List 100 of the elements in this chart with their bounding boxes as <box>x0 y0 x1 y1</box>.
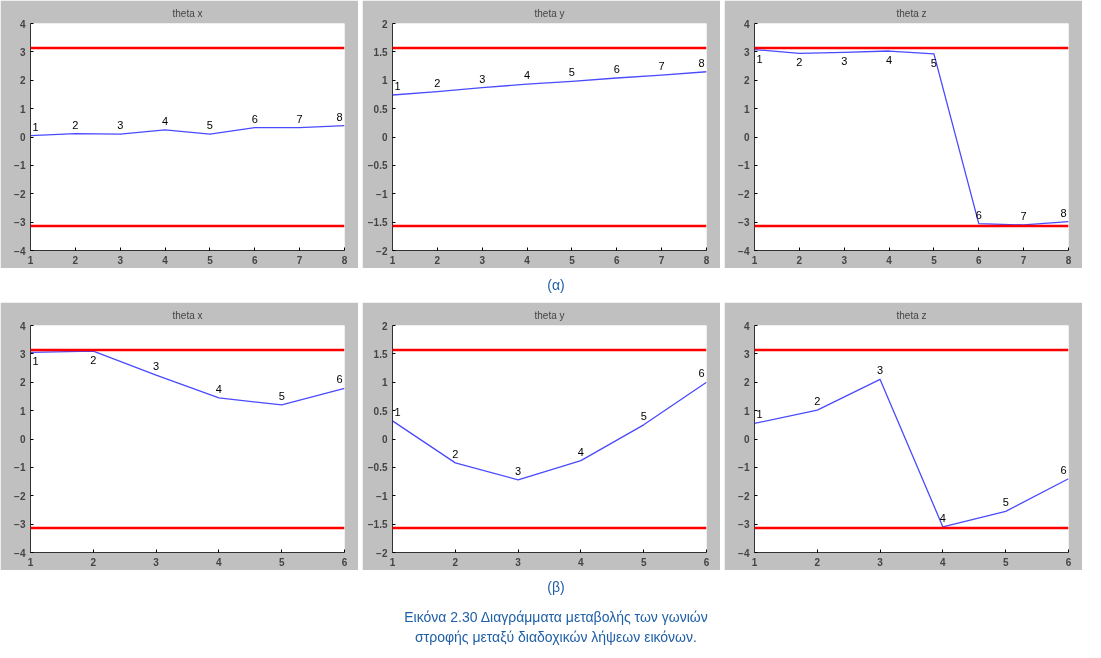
y-tick-label: 0 <box>19 132 26 143</box>
annotation: 5 <box>930 56 937 69</box>
annotation: 3 <box>877 364 884 377</box>
y-tick-label: 2 <box>743 75 750 87</box>
y-tick-label: −1 <box>376 490 388 502</box>
x-tick-label: 6 <box>1065 556 1072 568</box>
y-tick-label: 1 <box>19 103 26 115</box>
y-tick-label: −1 <box>14 462 26 474</box>
line-series <box>392 381 707 481</box>
annotation: 1 <box>32 355 39 368</box>
annotation: 5 <box>278 389 285 402</box>
annotation: 3 <box>117 119 124 132</box>
y-tick-label: −1 <box>376 188 388 200</box>
y-tick-label: −1.5 <box>367 519 388 531</box>
y-tick-label: 0 <box>743 434 750 445</box>
x-tick-label: 5 <box>278 556 285 568</box>
x-tick-label: 8 <box>1065 254 1072 266</box>
text: (β) <box>546 578 566 597</box>
annotation: 6 <box>975 208 982 221</box>
y-tick-label: −2 <box>14 490 26 502</box>
annotation: 8 <box>1060 206 1067 219</box>
annotation: 2 <box>90 354 97 367</box>
annotation: 4 <box>524 69 531 82</box>
x-tick-label: 5 <box>640 556 647 568</box>
annotation: 5 <box>640 409 647 422</box>
x-tick-label: 6 <box>252 254 258 266</box>
y-tick-label: −0.5 <box>367 462 388 474</box>
chart-title: theta y <box>534 7 565 19</box>
annotation: 7 <box>296 112 303 125</box>
x-tick-label: 2 <box>814 556 821 568</box>
x-tick-label: 2 <box>452 556 459 568</box>
annotation: 4 <box>577 445 584 458</box>
y-tick-label: 3 <box>19 46 26 58</box>
y-tick-label: −4 <box>738 245 750 257</box>
annotation: 2 <box>72 118 79 131</box>
y-tick-label: 2 <box>743 377 750 389</box>
x-tick-label: 6 <box>703 556 710 568</box>
y-tick-label: 2 <box>19 377 26 389</box>
y-tick-label: 0 <box>381 132 388 143</box>
annotation: 1 <box>32 120 39 133</box>
x-tick-label: 5 <box>931 254 938 266</box>
y-tick-label: 3 <box>19 348 26 360</box>
annotation: 1 <box>756 52 763 65</box>
y-tick-label: 1 <box>381 75 388 87</box>
y-tick-label: −1 <box>14 160 26 172</box>
annotation: 6 <box>698 367 705 380</box>
x-tick-label: 8 <box>703 254 710 266</box>
annotation: 8 <box>698 56 705 69</box>
annotation: 4 <box>886 54 893 67</box>
annotation: 2 <box>452 447 459 460</box>
y-tick-label: 4 <box>19 320 26 332</box>
x-tick-label: 1 <box>389 556 396 568</box>
y-tick-label: −2 <box>738 188 750 200</box>
y-tick-label: −0.5 <box>367 160 388 172</box>
x-tick-label: 5 <box>1002 556 1009 568</box>
y-tick-label: −4 <box>14 245 26 257</box>
y-tick-label: −2 <box>738 490 750 502</box>
x-tick-label: 4 <box>578 556 585 568</box>
y-tick-label: 4 <box>19 18 26 30</box>
chart-title: theta x <box>172 309 203 321</box>
annotation: 7 <box>658 60 665 73</box>
annotation: 6 <box>1060 463 1067 476</box>
annotation: 2 <box>814 395 821 408</box>
chart-title: theta z <box>896 7 927 19</box>
y-tick-label: −3 <box>14 519 26 531</box>
y-tick-label: 0 <box>743 132 750 143</box>
y-tick-label: −2 <box>376 547 388 559</box>
x-tick-label: 2 <box>72 254 79 266</box>
annotation: 2 <box>796 56 803 69</box>
y-tick-label: 1 <box>743 103 750 115</box>
y-tick-label: −3 <box>14 217 26 229</box>
annotation: 1 <box>394 80 401 92</box>
x-tick-label: 1 <box>751 556 758 568</box>
annotation: 8 <box>336 110 343 123</box>
y-tick-label: 4 <box>743 18 750 30</box>
y-tick-label: −1 <box>738 160 750 172</box>
annotation: 2 <box>434 76 441 89</box>
x-tick-label: 3 <box>515 556 522 568</box>
x-tick-label: 3 <box>877 556 884 568</box>
x-tick-label: 1 <box>27 254 34 266</box>
annotation: 7 <box>1020 209 1027 222</box>
annotation: 3 <box>479 72 486 85</box>
y-tick-label: 4 <box>743 320 750 332</box>
x-tick-label: 6 <box>341 556 348 568</box>
x-tick-label: 5 <box>569 254 576 266</box>
y-tick-label: −3 <box>738 519 750 531</box>
annotation: 1 <box>394 405 401 418</box>
annotation: 5 <box>1002 496 1009 509</box>
annotation: 3 <box>841 55 848 68</box>
y-tick-label: −2 <box>376 245 388 257</box>
x-tick-label: 3 <box>117 254 124 266</box>
y-tick-label: 0 <box>381 434 388 445</box>
x-tick-label: 1 <box>389 254 396 266</box>
y-tick-label: 1 <box>19 405 26 417</box>
annotation: 4 <box>215 382 222 395</box>
y-tick-label: 1 <box>743 405 750 417</box>
y-tick-label: −2 <box>14 188 26 200</box>
y-tick-label: 0 <box>19 434 26 445</box>
annotation: 5 <box>568 66 575 79</box>
y-tick-label: 1.5 <box>373 348 388 360</box>
